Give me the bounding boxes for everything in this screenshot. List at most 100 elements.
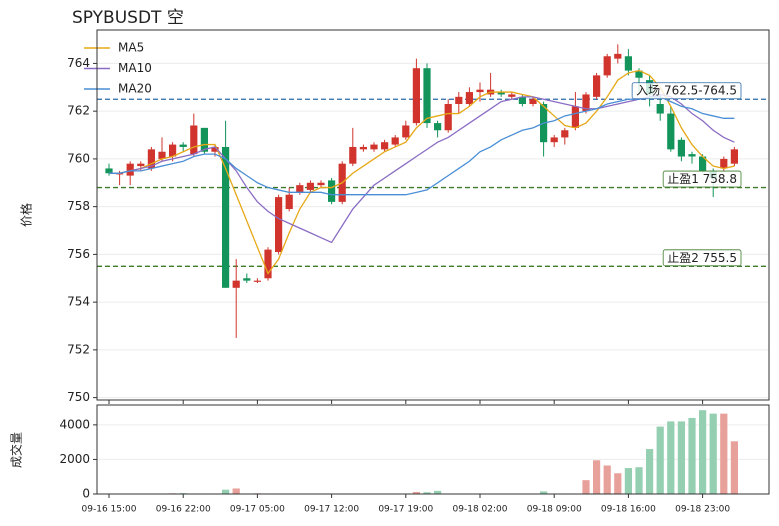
candle-body: [169, 144, 177, 157]
candle-body: [158, 151, 166, 159]
x-tick-label: 09-17 12:00: [304, 505, 359, 515]
candle-body: [476, 89, 484, 93]
candle-body: [179, 144, 187, 147]
y-tick-label: 760: [67, 151, 90, 165]
candle-body: [582, 94, 590, 112]
x-tick-label: 09-17 05:00: [230, 505, 285, 515]
candle-body: [550, 137, 558, 143]
volume-bar: [688, 417, 696, 494]
reference-label-box: [662, 170, 742, 188]
candle-body: [730, 149, 738, 164]
volume-bar: [730, 441, 738, 494]
candle-body: [444, 104, 452, 131]
candle-body: [147, 149, 155, 169]
candle-body: [349, 146, 357, 164]
candle-body: [370, 144, 378, 150]
volume-bar: [720, 413, 728, 494]
y-tick-label: 0: [82, 487, 90, 501]
candle-body: [455, 96, 463, 104]
volume-bar: [423, 492, 431, 494]
volume-bar: [667, 421, 675, 494]
candle-body: [465, 92, 473, 104]
reference-label-box: [631, 82, 742, 100]
y-tick-label: 4000: [59, 417, 90, 431]
candle-body: [614, 53, 622, 59]
volume-bar: [614, 473, 622, 494]
plot-frame: [96, 404, 770, 495]
x-tick-label: 09-18 16:00: [601, 505, 656, 515]
candle-body: [275, 197, 283, 252]
candle-body: [571, 106, 579, 128]
candle-body: [624, 56, 632, 71]
candle-body: [561, 130, 569, 138]
candle-body: [317, 182, 325, 186]
candle-body: [423, 68, 431, 124]
volume-bar: [624, 468, 632, 494]
y-tick-label: 2000: [59, 452, 90, 466]
candle-body: [306, 182, 314, 190]
candle-body: [359, 146, 367, 150]
ma-line: [109, 96, 735, 196]
reference-label: 止盈1 758.8: [667, 172, 737, 186]
candle-body: [190, 125, 198, 155]
y-axis-label: 价格: [19, 203, 34, 227]
volume-bar: [412, 491, 420, 494]
candle-body: [243, 278, 251, 281]
candle-body: [232, 280, 240, 288]
candle-body: [656, 104, 664, 114]
reference-label-box: [662, 249, 742, 267]
y-tick-label: 762: [67, 104, 90, 118]
candle-body: [296, 185, 304, 193]
candle-body: [328, 180, 336, 202]
candle-body: [105, 168, 113, 174]
volume-bar: [709, 413, 717, 494]
y-tick-label: 758: [67, 199, 90, 213]
volume-bar: [593, 460, 601, 494]
candle-body: [434, 123, 442, 131]
volume-bar: [603, 465, 611, 494]
y-tick-label: 750: [67, 390, 90, 404]
candle-body: [412, 68, 420, 124]
x-tick-label: 09-17 19:00: [378, 505, 433, 515]
volume-bar: [232, 488, 240, 494]
x-tick-label: 09-18 23:00: [675, 505, 730, 515]
candle-body: [720, 158, 728, 169]
volume-bar: [656, 426, 664, 494]
volume-bar: [222, 489, 230, 494]
candle-body: [264, 249, 272, 279]
candle-body: [688, 154, 696, 157]
x-tick-label: 09-18 02:00: [453, 505, 508, 515]
y-axis-label: 成交量: [9, 432, 24, 468]
plot-frame: [96, 29, 770, 401]
y-tick-label: 752: [67, 342, 90, 356]
candle-body: [603, 56, 611, 76]
volume-bar: [434, 490, 442, 494]
candle-body: [529, 99, 537, 104]
reference-label: 入场 762.5-764.5: [636, 84, 737, 98]
volume-bar: [677, 421, 685, 494]
candle-body: [200, 127, 208, 152]
ma-line: [109, 93, 735, 244]
candle-body: [285, 194, 293, 210]
candle-body: [402, 125, 410, 138]
candle-body: [508, 94, 516, 97]
candle-body: [677, 139, 685, 157]
chart-title: SPYBUSDT 空: [72, 8, 184, 28]
candle-body: [126, 163, 134, 176]
candle-body: [593, 75, 601, 97]
y-tick-label: 754: [67, 295, 90, 309]
x-tick-label: 09-16 22:00: [156, 505, 211, 515]
volume-bar: [635, 467, 643, 494]
candle-body: [222, 146, 230, 288]
candle-body: [518, 96, 526, 104]
candle-body: [497, 92, 505, 95]
candle-body: [253, 280, 261, 282]
candle-body: [211, 146, 219, 152]
ma-line: [109, 69, 735, 275]
candle-body: [391, 137, 399, 145]
volume-bar: [582, 480, 590, 494]
legend-label: MA5: [118, 41, 144, 55]
legend-label: MA20: [118, 82, 152, 96]
y-tick-label: 764: [67, 56, 90, 70]
